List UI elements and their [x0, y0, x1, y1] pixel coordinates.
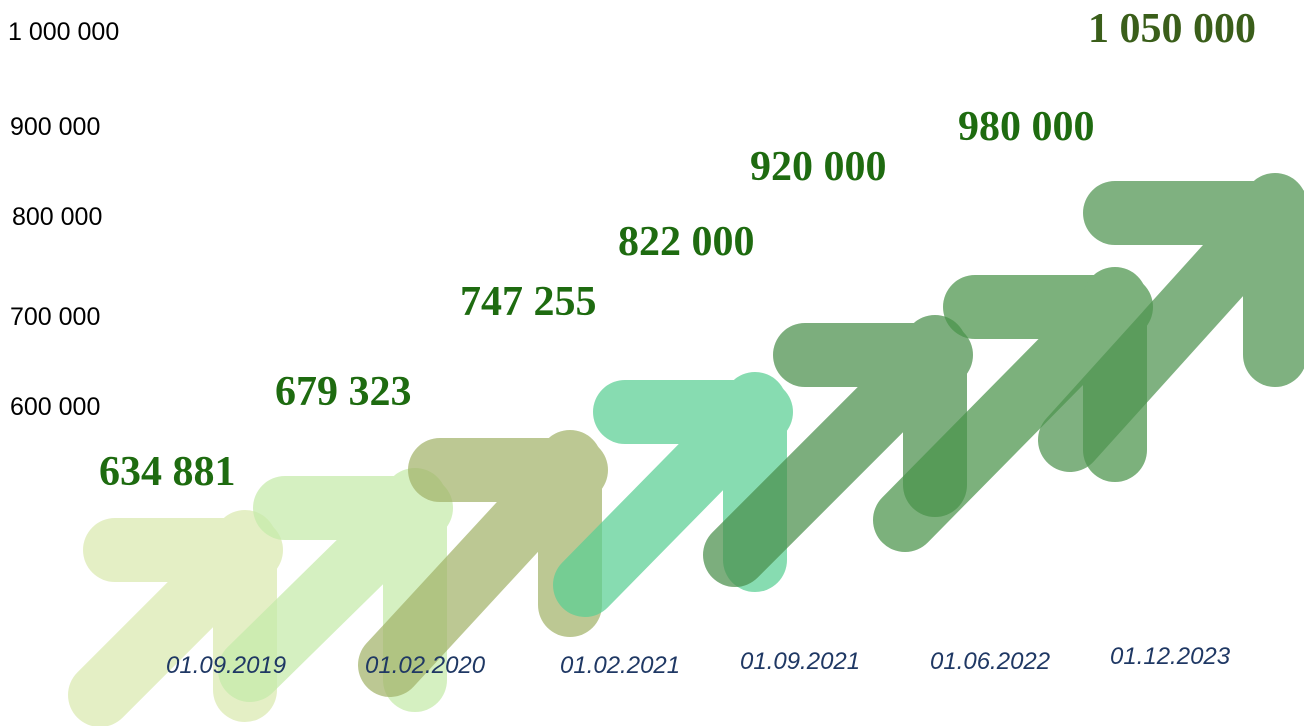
x-tick-label: 01.06.2022: [930, 648, 1051, 675]
y-tick-label: 800 000: [12, 203, 103, 231]
y-tick-label: 900 000: [10, 113, 101, 141]
y-tick-label: 600 000: [10, 393, 101, 421]
x-tick-label: 01.09.2021: [740, 648, 861, 675]
x-tick-label: 01.09.2019: [166, 652, 287, 679]
y-tick-label: 1 000 000: [8, 18, 120, 46]
value-label: 1 050 000: [1088, 6, 1256, 52]
value-label: 822 000: [618, 219, 755, 265]
x-tick-label: 01.12.2023: [1110, 643, 1231, 670]
value-label: 980 000: [958, 104, 1095, 150]
value-label: 920 000: [750, 144, 887, 190]
x-tick-label: 01.02.2020: [365, 652, 486, 679]
value-label: 634 881: [99, 449, 236, 495]
value-label: 679 323: [275, 369, 412, 415]
y-tick-label: 700 000: [10, 303, 101, 331]
value-label: 747 255: [460, 279, 597, 325]
x-tick-label: 01.02.2021: [560, 652, 681, 679]
arrow-mark: [1038, 173, 1304, 472]
